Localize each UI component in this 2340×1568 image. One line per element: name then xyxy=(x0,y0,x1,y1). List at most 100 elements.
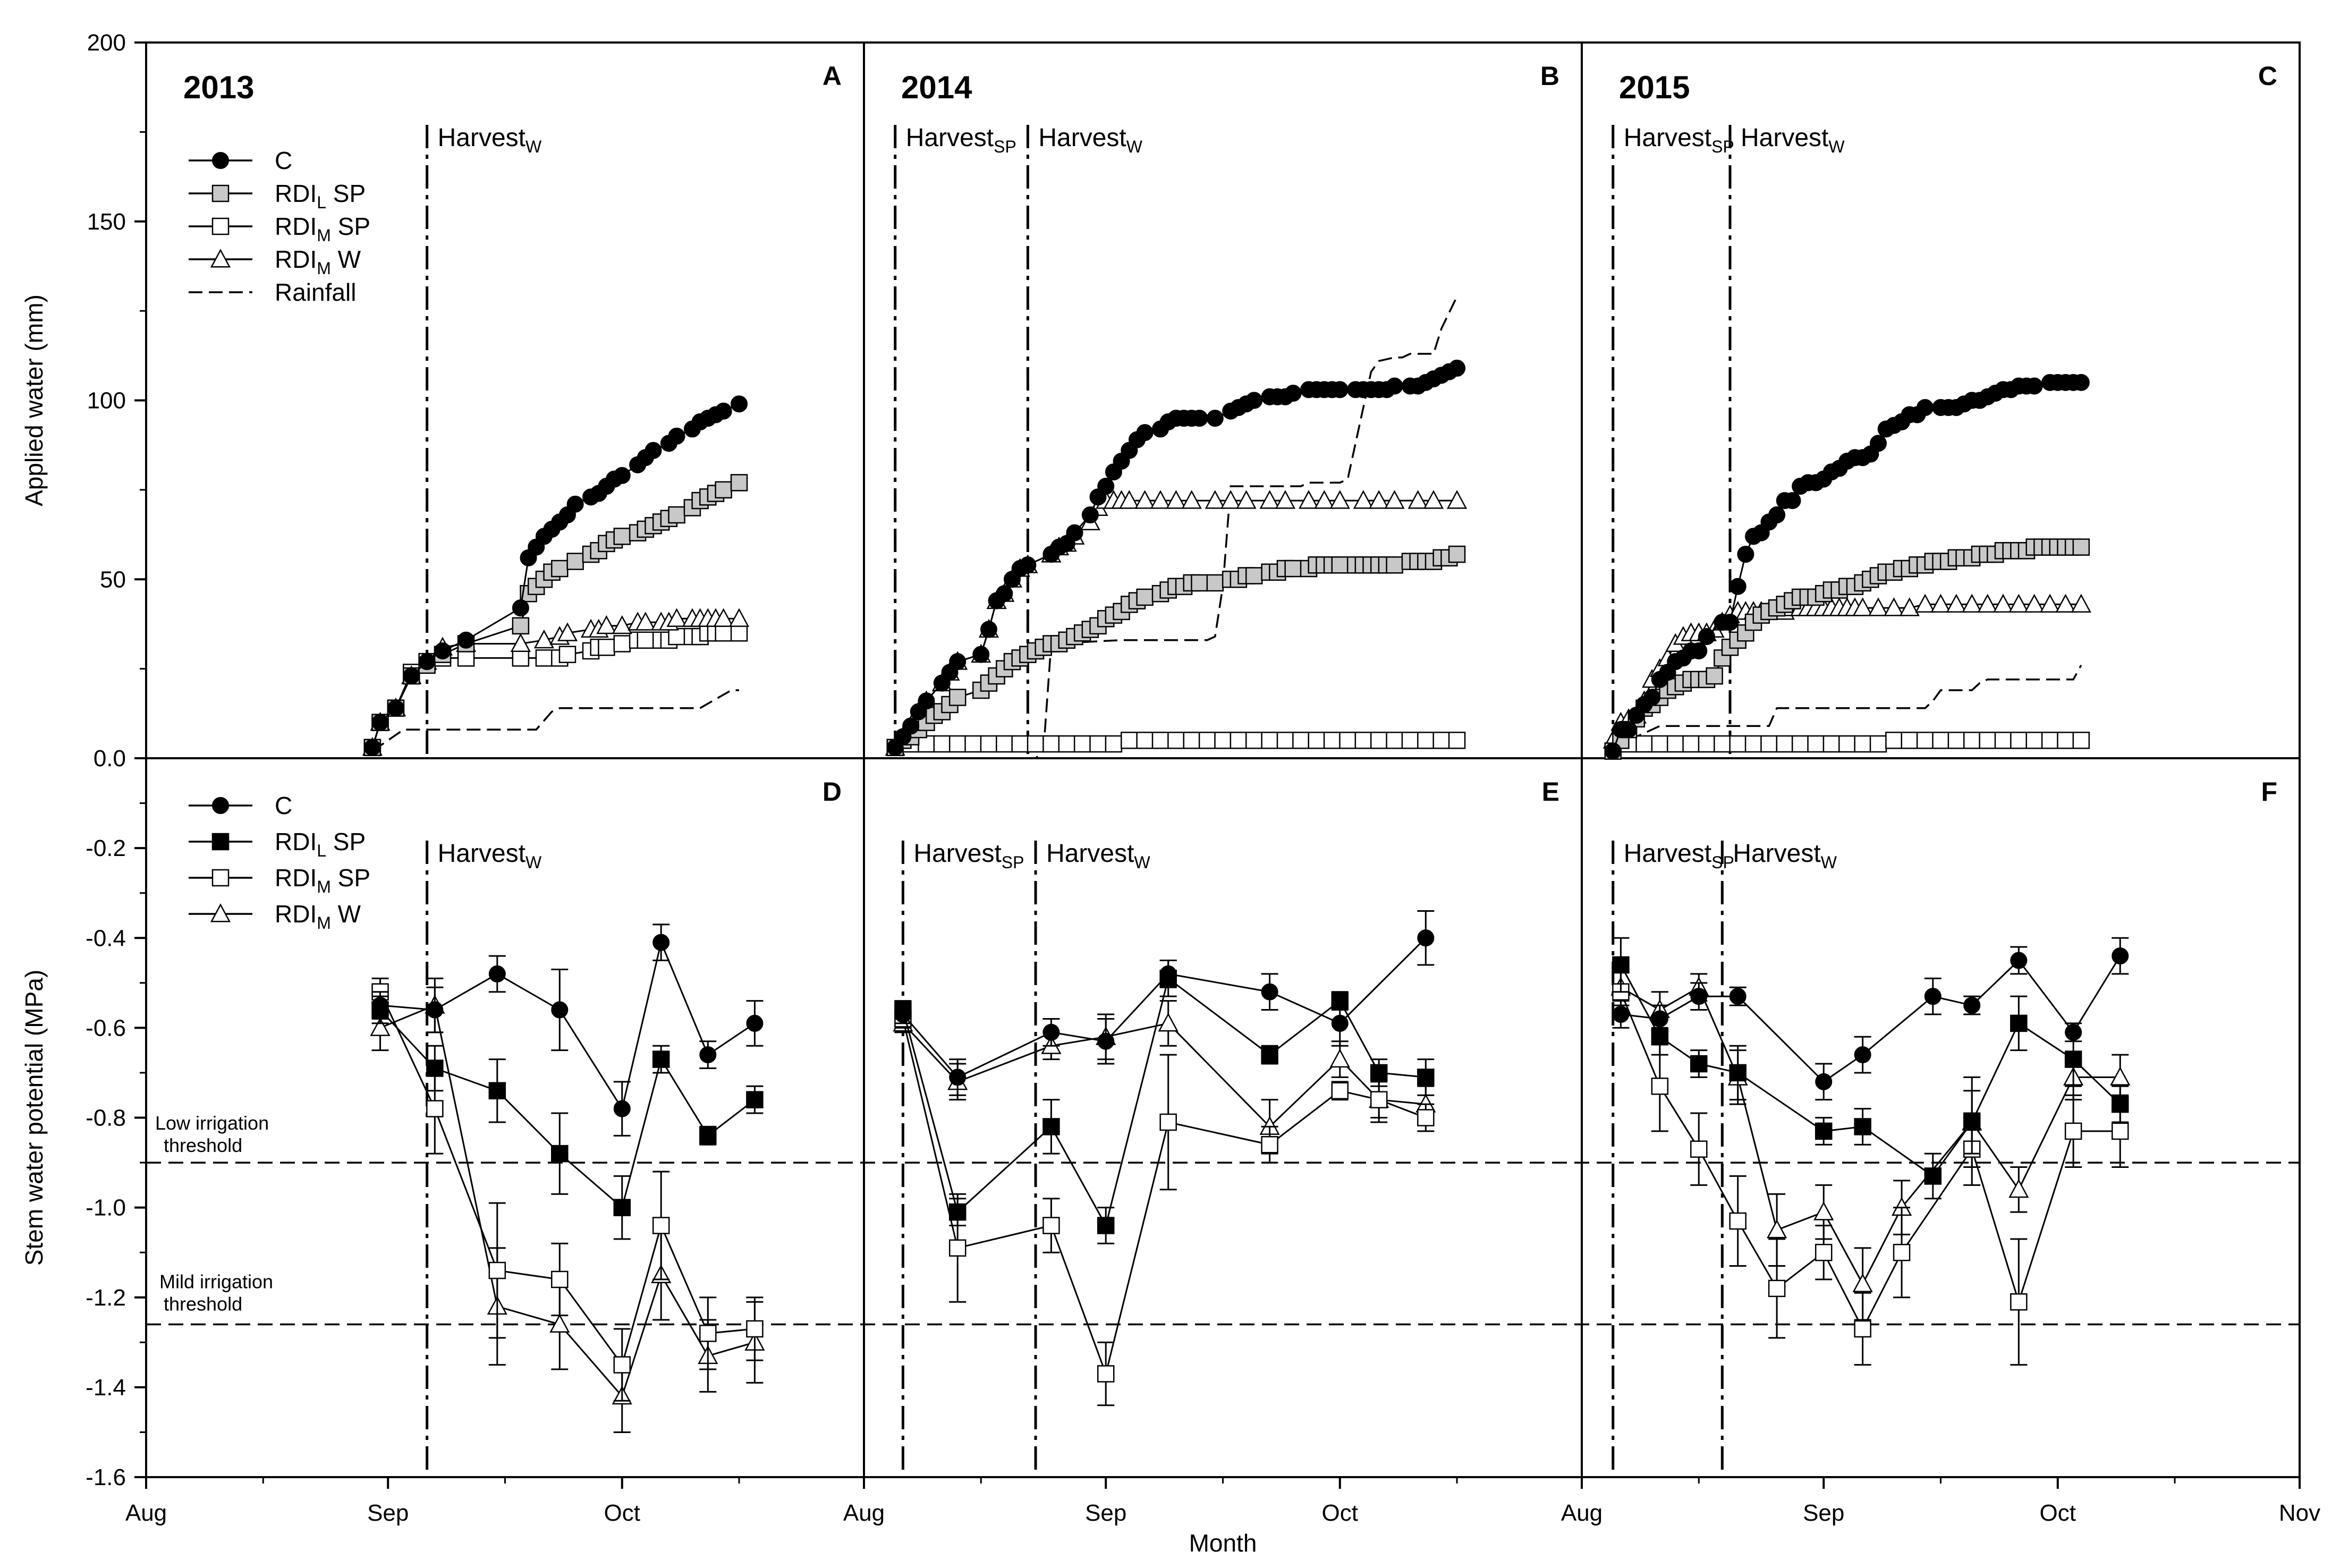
data-point-rdi-l-sp xyxy=(1690,1055,1708,1073)
y-axis-label-top: Applied water (mm) xyxy=(20,294,48,506)
data-point-rdi-l-sp xyxy=(1097,1217,1115,1234)
panel-letter: A xyxy=(823,61,842,91)
y-tick-label-bottom: -1.6 xyxy=(86,1464,126,1490)
legend-bottom-marker xyxy=(212,797,229,814)
data-point-rdi-m-sp xyxy=(668,628,685,646)
series-line-c xyxy=(1612,382,2081,752)
y-tick-label-bottom: -0.2 xyxy=(86,835,126,861)
data-point-c xyxy=(1331,1014,1349,1032)
data-point-rdi-m-w xyxy=(2055,594,2076,613)
data-point-rdi-m-sp xyxy=(1308,732,1325,749)
harvest-label: HarvestW xyxy=(438,840,542,872)
data-point-c xyxy=(426,1001,444,1019)
data-point-rdi-m-sp xyxy=(1417,1109,1435,1126)
series-line-c xyxy=(902,937,1427,1079)
data-point-rdi-m-w xyxy=(1314,490,1335,509)
data-point-rdi-m-sp xyxy=(1768,1279,1786,1298)
threshold-label-low: threshold xyxy=(164,1134,242,1156)
data-point-rdi-m-w xyxy=(1977,594,1998,613)
data-point-c xyxy=(457,631,475,649)
legend-top-marker xyxy=(210,249,231,268)
data-point-rdi-m-w xyxy=(557,622,578,641)
data-point-rdi-m-w xyxy=(1962,594,1982,613)
series-line-rdi-m-sp xyxy=(379,991,755,1367)
data-point-c xyxy=(1261,983,1278,1001)
data-point-rdi-m-sp xyxy=(1042,735,1060,753)
legend-top-label: Rainfall xyxy=(275,278,356,306)
data-point-c xyxy=(715,402,732,420)
data-point-rdi-m-sp xyxy=(558,646,576,663)
data-point-rdi-m-w xyxy=(2008,1179,2029,1198)
data-point-c xyxy=(434,642,452,659)
data-point-rdi-m-w xyxy=(1205,490,1225,509)
data-point-rdi-m-w xyxy=(1915,594,1936,613)
plot-frame xyxy=(145,41,2301,1478)
data-point-c xyxy=(652,934,670,951)
data-point-rdi-m-sp xyxy=(1635,735,1653,753)
data-point-rdi-m-w xyxy=(1166,490,1186,509)
legend-top-label: RDIM W xyxy=(275,245,361,278)
data-point-rdi-m-w xyxy=(1298,490,1319,509)
data-point-rdi-m-w xyxy=(1930,594,1951,613)
data-point-c xyxy=(949,1069,966,1086)
data-point-rdi-m-w xyxy=(596,615,617,634)
threshold-label-low: Low irrigation xyxy=(155,1112,269,1134)
series-line-rdi-m-w xyxy=(379,1004,755,1398)
legend-top-label: RDIL SP xyxy=(275,180,366,212)
data-point-c xyxy=(1417,929,1435,947)
data-point-rdi-m-sp xyxy=(1979,732,1996,749)
data-point-rdi-m-w xyxy=(1868,597,1889,616)
data-point-rdi-m-w xyxy=(1236,490,1257,509)
data-point-rdi-m-sp xyxy=(637,631,655,649)
data-point-c xyxy=(1245,392,1263,409)
legend-bottom-marker xyxy=(210,903,231,922)
data-point-rdi-m-w xyxy=(1852,597,1873,616)
data-point-rdi-l-sp xyxy=(2010,1014,2028,1032)
data-point-rdi-l-sp xyxy=(426,1060,444,1077)
data-point-rdi-l-sp xyxy=(730,474,748,491)
data-point-rdi-m-w xyxy=(1852,1273,1873,1292)
data-point-rdi-l-sp xyxy=(1370,1064,1388,1082)
data-point-rdi-m-sp xyxy=(933,735,951,753)
data-point-rdi-m-sp xyxy=(1682,735,1700,753)
data-point-rdi-l-sp xyxy=(1284,560,1302,578)
series-line-rdi-l-sp xyxy=(379,1009,756,1209)
data-point-c xyxy=(1448,359,1466,377)
data-point-rdi-m-sp xyxy=(1838,735,1856,753)
data-point-rdi-m-w xyxy=(370,1017,391,1036)
data-point-c xyxy=(1612,1006,1630,1023)
data-point-rdi-m-sp xyxy=(1370,1091,1388,1108)
data-point-c xyxy=(2010,952,2028,969)
data-point-rdi-l-sp xyxy=(1042,1118,1060,1135)
harvest-label: HarvestSP xyxy=(913,840,1024,872)
data-point-c xyxy=(613,467,631,484)
data-point-c xyxy=(1768,506,1786,524)
data-point-c xyxy=(1066,524,1083,541)
data-point-c xyxy=(1698,628,1715,646)
data-point-rdi-l-sp xyxy=(613,528,631,545)
harvest-label: HarvestSP xyxy=(1624,124,1734,156)
data-point-rdi-l-sp xyxy=(1729,1064,1746,1082)
data-point-rdi-m-sp xyxy=(1901,732,1919,749)
data-point-rdi-m-sp xyxy=(1354,732,1372,749)
panel-letter: E xyxy=(1542,777,1559,807)
data-point-c xyxy=(1386,377,1403,395)
data-point-rdi-m-sp xyxy=(1105,735,1123,753)
data-point-c xyxy=(613,1100,631,1117)
data-point-rdi-m-sp xyxy=(1261,1135,1278,1154)
data-point-rdi-m-sp xyxy=(1807,735,1825,753)
data-point-rdi-m-sp xyxy=(1947,732,1965,749)
series-line-rdi-m-w xyxy=(902,1022,1426,1128)
data-point-rdi-m-sp xyxy=(1869,735,1887,753)
data-point-rdi-m-sp xyxy=(2064,1122,2082,1140)
data-point-c xyxy=(371,714,389,731)
data-point-rdi-m-w xyxy=(1369,490,1389,509)
data-point-rdi-l-sp xyxy=(699,1127,717,1145)
data-point-c xyxy=(1604,742,1622,760)
x-tick-label: Oct xyxy=(1322,1500,1358,1526)
data-point-rdi-l-sp xyxy=(1448,545,1466,563)
data-point-rdi-m-sp xyxy=(1323,732,1341,749)
data-point-rdi-l-sp xyxy=(566,553,584,570)
data-point-rdi-l-sp xyxy=(488,1082,506,1100)
data-point-c xyxy=(2025,377,2043,395)
